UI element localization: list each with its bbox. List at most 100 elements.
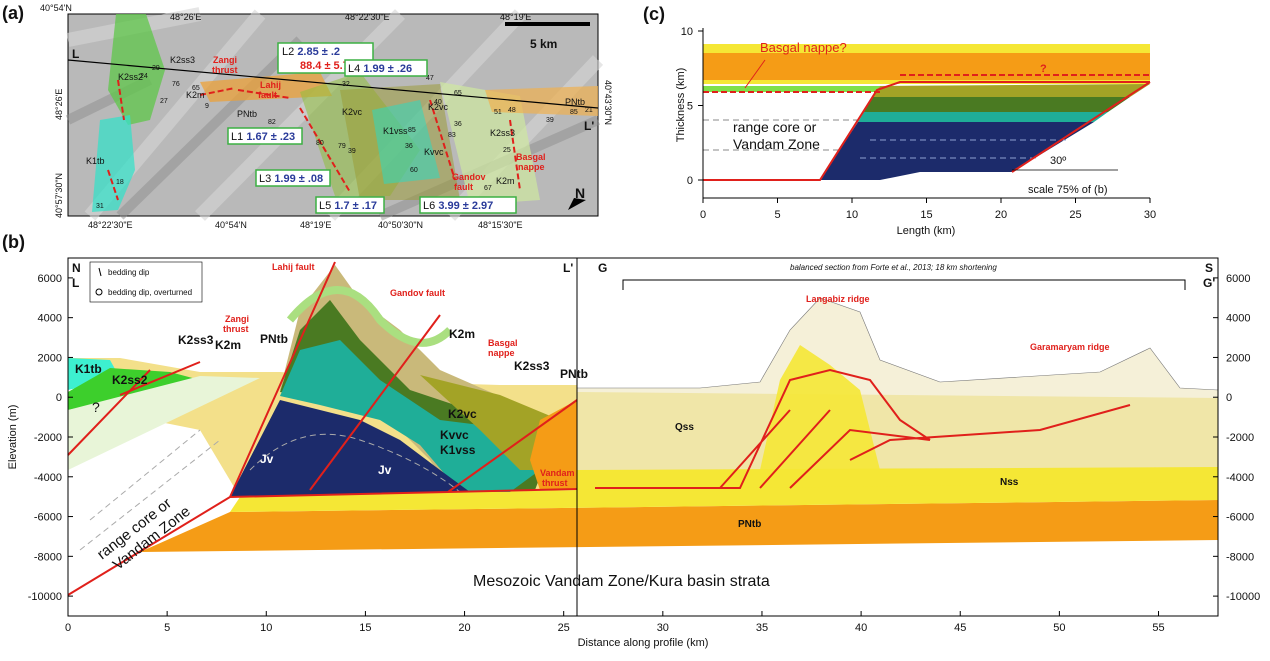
coordinate: 48°19'E: [300, 220, 331, 230]
coordinate: 48°22'30"E: [345, 12, 390, 22]
fault-label-line: thrust: [212, 65, 238, 75]
age-name: L5: [319, 200, 331, 212]
y-tick-label: 4000: [1226, 313, 1250, 325]
dip-label: 24: [140, 73, 148, 80]
x-tick-label: 30: [1144, 209, 1156, 221]
coordinate: 40°50'30"N: [378, 220, 423, 230]
unit-qss: [577, 392, 1218, 470]
panel-label: (c): [643, 4, 665, 24]
y-tick-label: 0: [56, 392, 62, 404]
layer: [820, 122, 1094, 180]
unit-label: Kvvc: [440, 428, 469, 442]
legend-label: bedding dip: [108, 268, 150, 277]
x-tick-label: 10: [846, 209, 858, 221]
age-name: L6: [423, 200, 435, 212]
dip-label: 40: [434, 99, 442, 106]
core-line: Vandam Zone: [733, 136, 820, 152]
y-tick-label: 2000: [1226, 352, 1250, 364]
age-value: 1.7 ± .17: [334, 200, 377, 212]
dip-label: 83: [448, 132, 456, 139]
age-value: 1.99 ± .08: [274, 173, 323, 185]
unit-label: K2ss3: [514, 359, 550, 373]
y-tick-label: -4000: [1226, 472, 1254, 484]
dip-label: 21: [585, 107, 593, 114]
fault-label: Lahij fault: [272, 262, 315, 272]
fault-label-line: Lahij: [260, 80, 281, 90]
unit-label: PNtb: [560, 367, 588, 381]
unit-label: PNtb: [237, 109, 257, 119]
x-tick-label: 15: [920, 209, 932, 221]
age-value: 88.4 ± 5.7: [300, 60, 349, 72]
note: balanced section from Forte et al., 2013…: [790, 263, 997, 272]
ridge-label: Garamaryam ridge: [1030, 342, 1110, 352]
x-tick-label: 40: [855, 622, 867, 634]
fault-label: Basgalnappe: [488, 338, 518, 358]
coordinate: 48°26'E: [54, 89, 64, 120]
unit-label: K1vss: [383, 126, 408, 136]
x-tick-label: 45: [954, 622, 966, 634]
coordinate: 48°26'E: [170, 12, 201, 22]
y-tick-label: 2000: [38, 352, 62, 364]
unit-label: K2m: [449, 327, 475, 341]
dip-label: 79: [338, 143, 346, 150]
dip-label: 51: [494, 109, 502, 116]
coordinate: 48°15'30"E: [478, 220, 523, 230]
dip-label: 76: [172, 81, 180, 88]
page: { "panel_a": { "label": "(a)", "coords_t…: [0, 0, 1270, 661]
y-tick-label: -6000: [34, 512, 62, 524]
dip-label: 18: [116, 179, 124, 186]
fault-label-line: thrust: [223, 324, 249, 334]
dip-label: 65: [454, 90, 462, 97]
x-tick-label: 0: [700, 209, 706, 221]
angle-label: 30º: [1050, 155, 1066, 167]
fault-label-line: nappe: [488, 348, 515, 358]
figure: (a) 5 km N L L' 40°54'N 48°26'E 48°22'30…: [0, 0, 1270, 661]
dip-label: 39: [348, 148, 356, 155]
age-text: L5 1.7 ± .17: [319, 200, 377, 212]
unit-label: K2vc: [342, 107, 363, 117]
coordinate: 48°19'E: [500, 12, 531, 22]
dip-label: 27: [160, 98, 168, 105]
x-tick-label: 35: [756, 622, 768, 634]
age-value: 1.99 ± .26: [363, 63, 412, 75]
unit-label: PNtb: [738, 519, 761, 530]
y-axis-title: Thickness (km): [675, 68, 687, 143]
age-text: L2 2.85 ± .2: [282, 46, 340, 58]
x-tick-label: 5: [164, 622, 170, 634]
y-tick-label: 0: [687, 175, 693, 187]
x-tick-label: 20: [995, 209, 1007, 221]
y-tick-label: -10000: [1226, 591, 1260, 603]
unit-label: K2vc: [448, 407, 477, 421]
x-tick-label: 5: [774, 209, 780, 221]
section-end: N: [72, 261, 81, 275]
y-tick-label: 5: [687, 101, 693, 113]
age-name: L3: [259, 173, 271, 185]
unit-label: Nss: [1000, 477, 1019, 488]
fault-label: Gandov fault: [390, 288, 445, 298]
nappe-label: Basgal nappe?: [760, 40, 847, 55]
panel-c: (c) Basgal nappe? ? range core orVandam …: [643, 4, 1156, 237]
y-tick-label: 4000: [38, 313, 62, 325]
x-tick-label: 0: [65, 622, 71, 634]
y-tick-label: -8000: [1226, 551, 1254, 563]
x-tick-label: 55: [1152, 622, 1164, 634]
unit-label: PNtb: [565, 97, 585, 107]
age-name: L1: [231, 131, 243, 143]
age-value: 2.85 ± .2: [297, 46, 340, 58]
dip-label: 85: [408, 127, 416, 134]
fault-label: Zangithrust: [212, 55, 238, 75]
age-text: L4 1.99 ± .26: [348, 63, 412, 75]
y-tick-label: -8000: [34, 551, 62, 563]
age-value: 3.99 ± 2.97: [438, 200, 493, 212]
fault-label-line: Basgal: [488, 338, 518, 348]
section-end: L: [72, 47, 79, 61]
unit-label: K2ss3: [170, 55, 195, 65]
core-label: range core orVandam Zone: [733, 119, 820, 152]
panel-label: (b): [2, 232, 25, 252]
coordinate: 48°22'30"E: [88, 220, 133, 230]
dip-label: 82: [268, 119, 276, 126]
y-tick-label: 6000: [1226, 273, 1250, 285]
dip-label: 25: [503, 147, 511, 154]
age-value: 1.67 ± .23: [246, 131, 295, 143]
